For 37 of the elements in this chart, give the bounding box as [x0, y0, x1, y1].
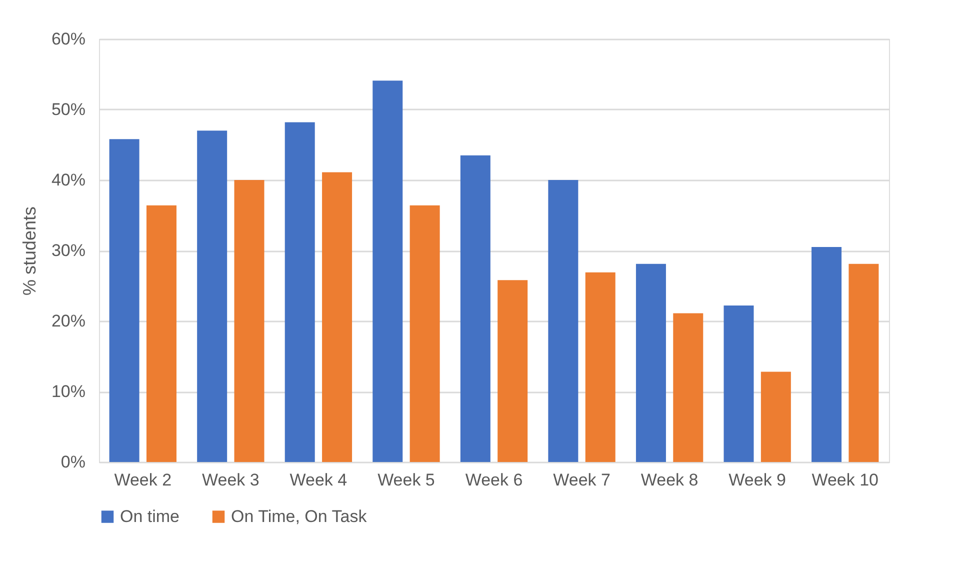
bar [724, 305, 754, 462]
y-tick-label: 0% [60, 452, 86, 472]
bar [410, 205, 440, 462]
x-tick-label: Week 5 [378, 470, 435, 490]
x-tick-label: Week 8 [640, 470, 698, 490]
y-tick-label: 20% [51, 312, 86, 330]
bar [197, 130, 228, 462]
bar [284, 122, 315, 462]
bar [460, 155, 490, 462]
x-tick-label: Week 6 [465, 470, 523, 490]
x-tick-label: Week 2 [114, 470, 172, 490]
bar [848, 264, 879, 462]
bar [234, 180, 264, 462]
legend-label: On Time, On Task [231, 506, 368, 526]
y-axis-title: % students [19, 206, 40, 296]
bar [146, 205, 176, 462]
bar [372, 80, 403, 462]
x-tick-label: Week 3 [202, 470, 260, 490]
y-tick-label: 30% [51, 241, 86, 260]
x-tick-label: Week 4 [290, 470, 348, 490]
y-tick-label: 50% [51, 100, 86, 119]
bar [636, 264, 666, 462]
bar [585, 272, 616, 462]
bar [322, 172, 352, 462]
bar [548, 180, 578, 462]
legend-label: On time [120, 506, 180, 526]
bar [498, 280, 528, 462]
x-tick-label: Week 9 [728, 470, 786, 490]
bar [760, 372, 791, 462]
y-tick-label: 10% [51, 382, 86, 401]
y-tick-label: 40% [51, 170, 86, 190]
bar [673, 313, 704, 462]
x-tick-label: Week 10 [812, 470, 878, 490]
y-tick-label: 60% [51, 30, 86, 48]
bar [109, 139, 140, 462]
x-tick-label: Week 7 [553, 470, 610, 490]
bar [812, 246, 842, 462]
